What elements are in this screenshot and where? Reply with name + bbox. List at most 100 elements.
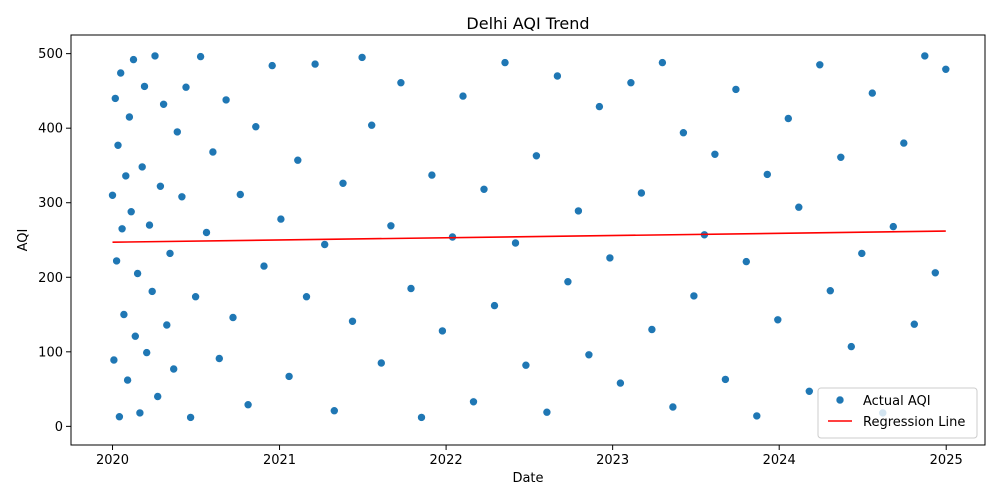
data-point bbox=[386, 221, 396, 231]
data-point bbox=[689, 291, 699, 301]
data-point bbox=[259, 261, 269, 271]
data-point bbox=[941, 65, 951, 74]
x-tick-label: 2021 bbox=[263, 453, 296, 468]
data-point bbox=[804, 386, 814, 396]
data-point bbox=[417, 413, 426, 422]
data-point bbox=[357, 53, 367, 62]
data-point bbox=[125, 112, 134, 122]
data-point bbox=[181, 82, 191, 92]
data-point bbox=[794, 202, 804, 212]
data-point bbox=[406, 284, 416, 293]
data-point bbox=[159, 100, 168, 109]
data-point bbox=[348, 316, 357, 326]
data-point bbox=[131, 331, 140, 341]
data-point bbox=[783, 114, 793, 123]
data-point bbox=[117, 224, 127, 234]
data-point bbox=[867, 88, 877, 98]
scatter-points bbox=[108, 51, 951, 422]
data-point bbox=[458, 91, 468, 101]
data-point bbox=[815, 60, 825, 70]
data-point bbox=[145, 220, 154, 230]
data-point bbox=[329, 406, 339, 416]
y-axis-ticks: 0 100 200 300 400 500 bbox=[38, 47, 71, 435]
x-tick-label: 2020 bbox=[96, 453, 129, 468]
data-point bbox=[320, 240, 330, 249]
data-point bbox=[668, 402, 678, 412]
data-point bbox=[116, 68, 125, 78]
data-point bbox=[135, 408, 145, 418]
data-point bbox=[888, 222, 898, 231]
data-point bbox=[109, 355, 119, 365]
data-point bbox=[169, 364, 178, 374]
x-axis-ticks: 2020 2021 2022 2023 2024 2025 bbox=[96, 445, 963, 468]
legend-box bbox=[817, 387, 978, 439]
data-point bbox=[293, 155, 303, 165]
data-point bbox=[479, 185, 489, 194]
data-point bbox=[532, 151, 541, 161]
data-point bbox=[251, 122, 261, 131]
data-point bbox=[584, 350, 594, 360]
data-point bbox=[752, 411, 762, 421]
x-tick-label: 2025 bbox=[930, 453, 963, 468]
data-point bbox=[846, 342, 856, 351]
data-point bbox=[427, 170, 437, 180]
data-point bbox=[108, 191, 117, 200]
data-point bbox=[710, 150, 720, 159]
data-point bbox=[616, 378, 625, 388]
data-point bbox=[396, 78, 406, 87]
data-point bbox=[121, 171, 131, 181]
data-point bbox=[899, 138, 909, 148]
data-point bbox=[930, 268, 940, 278]
data-point bbox=[215, 354, 224, 363]
x-tick-label: 2024 bbox=[763, 453, 796, 468]
data-point bbox=[438, 326, 447, 336]
data-point bbox=[500, 58, 510, 67]
data-point bbox=[119, 310, 129, 319]
y-tick-label: 400 bbox=[38, 122, 63, 137]
data-point bbox=[112, 256, 121, 266]
data-point bbox=[542, 407, 552, 417]
data-point bbox=[731, 85, 741, 94]
data-point bbox=[563, 277, 573, 287]
data-point bbox=[376, 358, 386, 368]
legend-marker-actual-aqi bbox=[835, 395, 845, 405]
data-point bbox=[310, 59, 320, 69]
data-point bbox=[521, 360, 531, 370]
regression-line bbox=[112, 230, 946, 243]
data-point bbox=[773, 315, 783, 325]
data-point bbox=[741, 257, 751, 266]
data-point bbox=[150, 51, 160, 61]
data-point bbox=[177, 192, 187, 202]
legend-label-actual-aqi: Actual AQI bbox=[863, 394, 931, 409]
data-point bbox=[647, 325, 657, 334]
chart-title: Delhi AQI Trend bbox=[466, 14, 589, 33]
data-point bbox=[574, 206, 583, 216]
y-axis-title: AQI bbox=[16, 229, 31, 252]
data-point bbox=[721, 375, 730, 384]
data-point bbox=[123, 375, 132, 385]
data-point bbox=[836, 153, 846, 162]
data-point bbox=[511, 238, 520, 248]
data-point bbox=[162, 320, 172, 330]
data-point bbox=[825, 286, 835, 296]
data-point bbox=[595, 102, 604, 111]
legend-label-regression-line: Regression Line bbox=[863, 415, 965, 430]
data-point bbox=[637, 188, 646, 198]
data-point bbox=[236, 190, 245, 199]
data-point bbox=[221, 95, 231, 105]
data-point bbox=[156, 182, 165, 191]
y-tick-label: 200 bbox=[38, 271, 63, 286]
x-tick-label: 2023 bbox=[596, 453, 629, 468]
data-point bbox=[173, 127, 182, 137]
data-point bbox=[133, 269, 142, 278]
data-point bbox=[228, 313, 238, 322]
data-point bbox=[196, 52, 205, 61]
data-point bbox=[142, 348, 151, 357]
data-point bbox=[140, 82, 149, 91]
data-point bbox=[202, 228, 211, 237]
data-point bbox=[126, 207, 136, 216]
data-point bbox=[153, 392, 162, 401]
data-point bbox=[208, 147, 218, 157]
regression-line-group bbox=[112, 230, 946, 243]
